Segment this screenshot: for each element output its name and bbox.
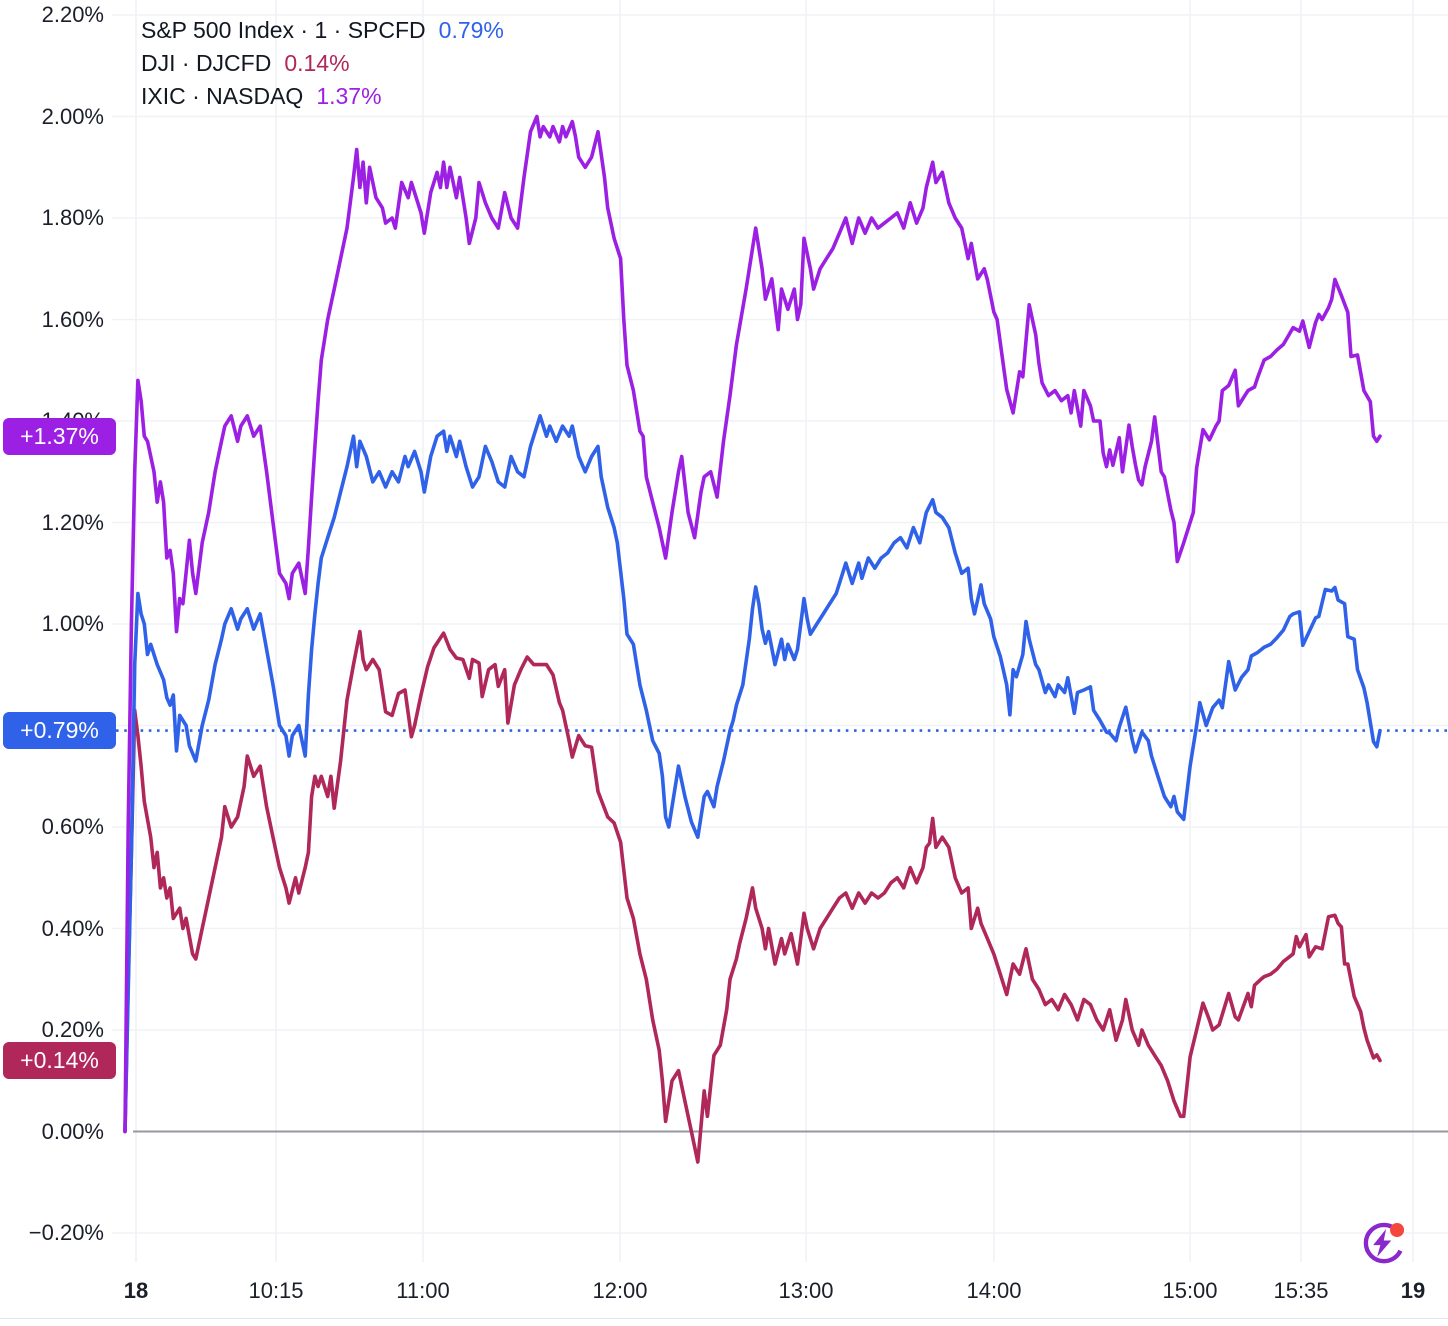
legend-symbol-label: S&P 500 Index · 1 · SPCFD bbox=[141, 17, 426, 43]
legend-item-dji[interactable]: DJI · DJCFD 0.14% bbox=[141, 47, 504, 80]
legend-symbol-label: IXIC · NASDAQ bbox=[141, 83, 304, 109]
series-line-SPCFD bbox=[123, 414, 1382, 1134]
legend-value: 0.14% bbox=[284, 50, 350, 76]
tradingview-flash-logo[interactable] bbox=[1355, 1213, 1413, 1271]
legend-item-sp500[interactable]: S&P 500 Index · 1 · SPCFD 0.79% bbox=[141, 14, 504, 47]
series-line-DJCFD bbox=[123, 629, 1382, 1164]
axis-divider bbox=[0, 1318, 1448, 1319]
series-line-IXIC bbox=[123, 114, 1382, 1134]
lightning-bolt-icon bbox=[1373, 1229, 1392, 1258]
legend-value: 0.79% bbox=[438, 17, 504, 43]
legend-item-nasdaq[interactable]: IXIC · NASDAQ 1.37% bbox=[141, 80, 504, 113]
legend-symbol-label: DJI · DJCFD bbox=[141, 50, 272, 76]
legend-value: 1.37% bbox=[316, 83, 382, 109]
logo-ring-icon bbox=[1363, 1222, 1405, 1264]
legend: S&P 500 Index · 1 · SPCFD 0.79% DJI · DJ… bbox=[141, 14, 504, 113]
realtime-dot-icon bbox=[1390, 1222, 1405, 1238]
